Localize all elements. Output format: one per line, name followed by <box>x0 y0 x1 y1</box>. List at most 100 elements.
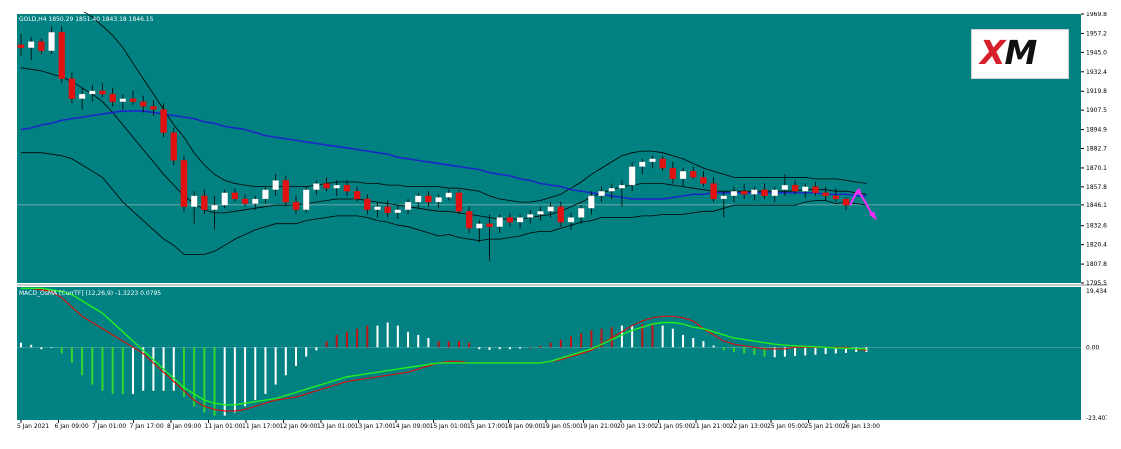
price-pane-bg <box>17 14 1081 283</box>
candle-body <box>150 106 157 110</box>
price-tick-label: 1857.85 <box>1086 184 1107 191</box>
oscillator-tick-label: 19.434 <box>1086 288 1107 295</box>
time-tick-label: 20 Jan 13:00 <box>617 423 655 430</box>
candle-body <box>27 41 35 48</box>
candle-body <box>812 186 819 193</box>
candle-body <box>252 198 259 204</box>
time-tick-label: 18 Jan 09:00 <box>505 423 543 430</box>
candle-body <box>649 158 656 163</box>
candle <box>761 183 768 199</box>
candle <box>598 186 605 203</box>
candle <box>211 195 218 230</box>
candle <box>455 189 463 215</box>
candle-body <box>129 98 137 102</box>
time-tick-label: 7 Jan 17:00 <box>130 423 164 430</box>
candle <box>486 214 493 261</box>
candle-body <box>740 191 748 195</box>
candle-body <box>618 184 626 189</box>
candle <box>89 84 96 102</box>
candle-body <box>700 177 707 184</box>
candle <box>374 202 381 218</box>
candle-body <box>241 198 249 204</box>
candle-body <box>140 101 147 107</box>
candle-body <box>292 201 300 210</box>
candle-body <box>262 189 269 200</box>
projection-arrowhead-down <box>869 211 877 221</box>
candle <box>822 186 829 201</box>
candle-body <box>170 132 177 161</box>
candle <box>527 209 534 224</box>
oscillator-tick-label: 0.00 <box>1086 344 1100 351</box>
candle-body <box>771 189 778 197</box>
candle <box>109 87 116 107</box>
candle-body <box>221 192 228 206</box>
candle <box>751 186 758 201</box>
price-tick-label: 1832.65 <box>1086 223 1107 230</box>
candle-body <box>313 183 320 190</box>
candle-body <box>679 171 687 180</box>
candle-body <box>282 180 290 203</box>
candle <box>302 186 310 213</box>
time-tick-label: 7 Jan 01:00 <box>92 423 126 430</box>
candle-body <box>343 184 351 192</box>
candle <box>129 90 137 105</box>
candle-body <box>557 206 565 223</box>
candle <box>842 197 850 210</box>
time-tick-label: 12 Jan 09:00 <box>280 423 318 430</box>
candle <box>679 168 687 187</box>
candle <box>262 186 269 204</box>
price-tick-label: 1894.95 <box>1086 127 1107 134</box>
candle <box>190 191 198 224</box>
candle <box>150 100 157 116</box>
candle <box>17 33 25 56</box>
candle <box>99 83 106 98</box>
candle-body <box>802 186 809 192</box>
candle-body <box>160 109 167 133</box>
candle <box>435 194 442 209</box>
candle <box>58 26 65 84</box>
time-tick-label: 13 Jan 01:00 <box>317 423 355 430</box>
xm-logo: XM <box>971 29 1069 79</box>
candle-body <box>537 211 544 215</box>
candle <box>781 174 789 196</box>
candle <box>547 202 554 218</box>
candle <box>608 183 615 199</box>
candle-body <box>588 195 595 209</box>
bollinger-upper-band <box>83 12 867 203</box>
candle <box>27 36 35 61</box>
candle <box>465 206 473 233</box>
candle-body <box>577 208 585 218</box>
candle <box>160 103 167 138</box>
candle <box>241 194 249 207</box>
candle-body <box>832 195 840 200</box>
candle-body <box>272 180 279 190</box>
time-tick-label: 19 Jan 05:00 <box>542 423 580 430</box>
candle <box>710 177 717 203</box>
candle-body <box>567 217 575 223</box>
candle-body <box>48 32 55 51</box>
candle-body <box>58 32 65 79</box>
candle <box>690 166 697 179</box>
candle <box>577 205 585 224</box>
candle <box>180 155 188 212</box>
candle <box>353 186 361 203</box>
candle <box>231 188 239 203</box>
candle-body <box>435 197 442 203</box>
candle-body <box>89 90 96 95</box>
symbol-header: GOLD,H4 1850.29 1851.40 1843.18 1846.15 <box>19 16 154 23</box>
signal-line <box>21 287 867 406</box>
candle-body <box>639 161 646 167</box>
time-tick-label: 25 Jan 05:00 <box>767 423 805 430</box>
candle-body <box>323 183 330 189</box>
time-tick-label: 21 Jan 21:00 <box>692 423 730 430</box>
candle <box>313 180 320 195</box>
time-tick-label: 14 Jan 09:00 <box>392 423 430 430</box>
candle <box>669 161 677 184</box>
price-tick-label: 1870.10 <box>1086 165 1107 172</box>
candle <box>700 171 707 187</box>
candle <box>415 192 422 209</box>
candle <box>567 212 575 230</box>
candle-body <box>761 189 768 197</box>
candle <box>252 195 259 210</box>
candle-body <box>791 184 799 192</box>
